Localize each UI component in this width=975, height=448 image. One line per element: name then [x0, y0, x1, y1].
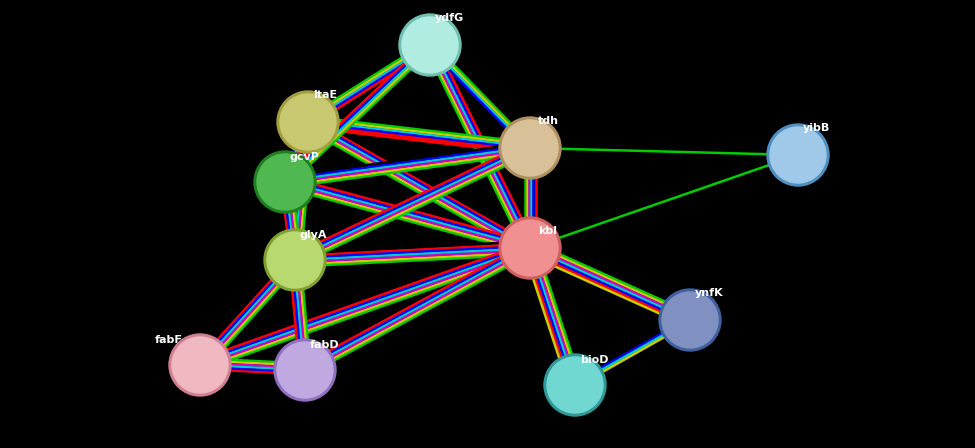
Circle shape [502, 120, 558, 176]
Circle shape [274, 339, 336, 401]
Text: yibB: yibB [803, 123, 831, 133]
Text: fabD: fabD [310, 340, 339, 350]
Circle shape [277, 342, 333, 398]
Circle shape [277, 91, 339, 153]
Circle shape [257, 154, 313, 210]
Text: bioD: bioD [580, 355, 608, 365]
Text: gcvP: gcvP [290, 152, 320, 162]
Circle shape [502, 220, 558, 276]
Circle shape [264, 229, 326, 291]
Circle shape [254, 151, 316, 213]
Circle shape [169, 334, 231, 396]
Circle shape [767, 124, 829, 186]
Text: ltaE: ltaE [313, 90, 337, 100]
Circle shape [499, 117, 561, 179]
Text: tdh: tdh [538, 116, 559, 126]
Text: fabF: fabF [155, 335, 183, 345]
Circle shape [172, 337, 228, 393]
Circle shape [770, 127, 826, 183]
Circle shape [659, 289, 721, 351]
Circle shape [402, 17, 458, 73]
Circle shape [544, 354, 606, 416]
Circle shape [399, 14, 461, 76]
Text: ydfG: ydfG [435, 13, 464, 23]
Text: kbl: kbl [538, 226, 557, 236]
Circle shape [499, 217, 561, 279]
Text: glyA: glyA [300, 230, 328, 240]
Circle shape [662, 292, 718, 348]
Text: ynfK: ynfK [695, 288, 723, 298]
Circle shape [280, 94, 336, 150]
Circle shape [547, 357, 603, 413]
Circle shape [267, 232, 323, 288]
